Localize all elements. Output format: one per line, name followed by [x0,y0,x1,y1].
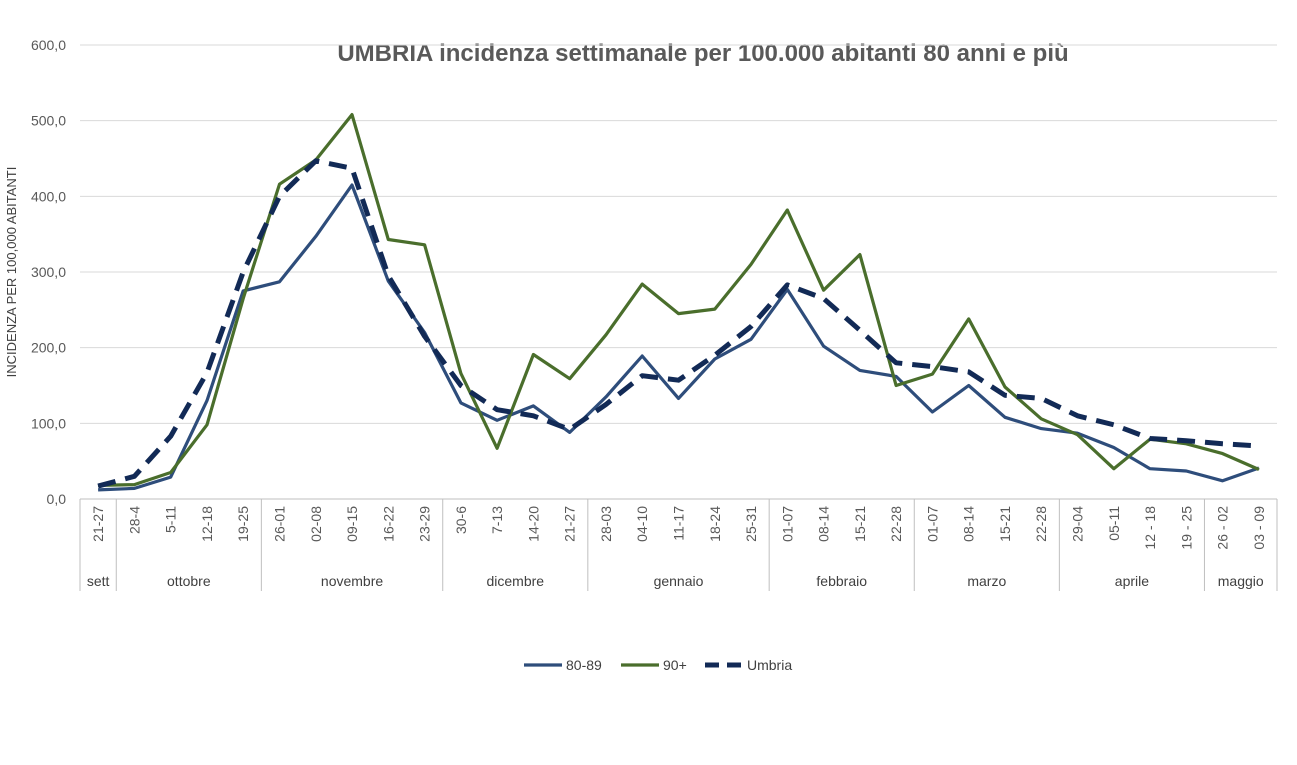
month-label: dicembre [486,573,544,589]
x-tick-label: 09-15 [344,506,360,542]
x-tick-label: 21-27 [562,506,578,542]
month-label: maggio [1218,573,1264,589]
x-tick-label: 08-14 [816,506,832,542]
legend-label: 80-89 [566,657,602,673]
x-tick-label: 22-28 [888,506,904,542]
month-label: febbraio [816,573,867,589]
month-label: aprile [1115,573,1149,589]
x-tick-label: 01-07 [779,506,795,542]
month-label: ottobre [167,573,211,589]
x-tick-label: 25-31 [743,506,759,542]
series-line [98,112,1260,487]
x-tick-label: 05-11 [1106,506,1122,541]
y-axis-label: INCIDENZA PER 100,000 ABITANTI [4,167,19,378]
y-tick-label: 500,0 [31,113,66,129]
x-tick-label: 14-20 [525,506,541,542]
month-label: novembre [321,573,383,589]
x-tick-label: 15-21 [852,506,868,542]
legend-label: 90+ [663,657,687,673]
x-tick-label: 28-4 [126,506,142,534]
x-tick-label: 18-24 [707,506,723,542]
x-tick-label: 12-18 [199,506,215,542]
series-lines [97,112,1260,492]
x-tick-label: 11-17 [671,506,687,541]
series-line [98,183,1260,492]
gridlines [80,44,1277,424]
x-tick-label: 29-04 [1070,506,1086,542]
legend: 80-89 90+ Umbria [524,657,792,673]
x-tick-label: 28-03 [598,506,614,542]
x-tick-label: 04-10 [634,506,650,542]
chart-title: UMBRIA incidenza settimanale per 100.000… [337,40,1068,67]
y-tick-label: 200,0 [31,340,66,356]
month-label: sett [87,573,110,589]
x-tick-label: 01-07 [924,506,940,542]
y-tick-label: 600,0 [31,37,66,53]
x-tick-label: 5-11 [163,506,179,533]
x-tick-label: 15-21 [997,506,1013,542]
x-tick-label: 30-6 [453,506,469,534]
y-tick-label: 300,0 [31,264,66,280]
x-tick-label: 7-13 [489,506,505,534]
x-tick-label: 02-08 [308,506,324,542]
x-tick-label: 26 - 02 [1215,506,1231,550]
x-tick-label: 21-27 [90,506,106,542]
x-tick-label: 19 - 25 [1178,506,1194,550]
x-tick-label: 22-28 [1033,506,1049,542]
x-tick-label: 16-22 [380,506,396,542]
x-tick-label: 03 - 09 [1251,506,1267,550]
x-tick-label: 12 - 18 [1142,506,1158,550]
y-tick-labels: 0,0 100,0 200,0 300,0 400,0 500,0 600,0 [31,37,66,507]
month-label: marzo [967,573,1006,589]
y-tick-label: 0,0 [47,491,67,507]
series-line [97,158,1260,489]
x-tick-label: 26-01 [272,506,288,542]
y-tick-label: 400,0 [31,188,66,204]
x-tick-label: 23-29 [417,506,433,542]
x-tick-label: 19-25 [235,506,251,542]
y-tick-label: 100,0 [31,415,66,431]
x-axis: 21-27 28-4 5-11 12-18 19-25 26-01 02-08 09-15 16… [79,498,1278,591]
legend-label: Umbria [747,657,792,673]
month-label: gennaio [654,573,704,589]
x-tick-label: 08-14 [961,506,977,542]
